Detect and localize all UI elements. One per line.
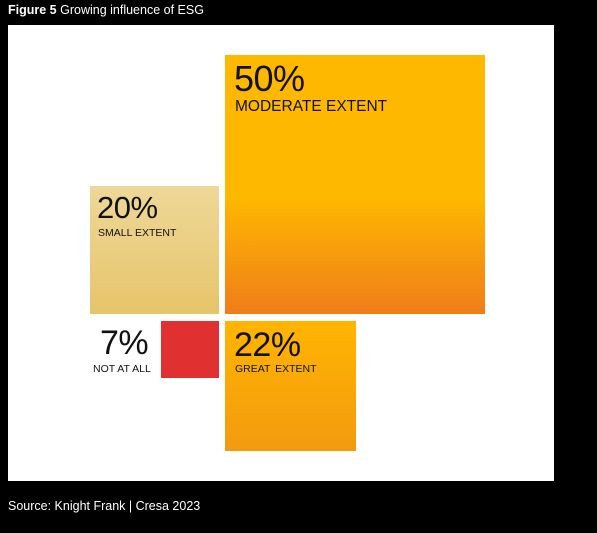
figure-title-text: Growing influence of ESG (60, 3, 204, 17)
figure-title: Figure 5 Growing influence of ESG (8, 3, 204, 17)
not-at-all-value: 7% (100, 324, 149, 362)
great-extent-label: GREAT EXTENT (235, 363, 317, 375)
great-extent-value: 22% (234, 326, 301, 364)
great-extent-box: 22% GREAT EXTENT (225, 321, 356, 451)
source-note: Source: Knight Frank | Cresa 2023 (8, 499, 201, 513)
moderate-extent-box: 50% MODERATE EXTENT (225, 55, 485, 314)
moderate-extent-value: 50% (234, 58, 305, 99)
figure-label: Figure 5 (8, 3, 57, 17)
small-extent-label: SMALL EXTENT (98, 227, 177, 239)
small-extent-value: 20% (97, 190, 158, 225)
small-extent-box: 20% SMALL EXTENT (90, 186, 219, 314)
not-at-all-label: NOT AT ALL (93, 363, 151, 375)
not-at-all-box (161, 321, 219, 378)
moderate-extent-label: MODERATE EXTENT (235, 98, 388, 115)
chart-panel: 50% MODERATE EXTENT 20% SMALL EXTENT 7% … (8, 25, 554, 481)
